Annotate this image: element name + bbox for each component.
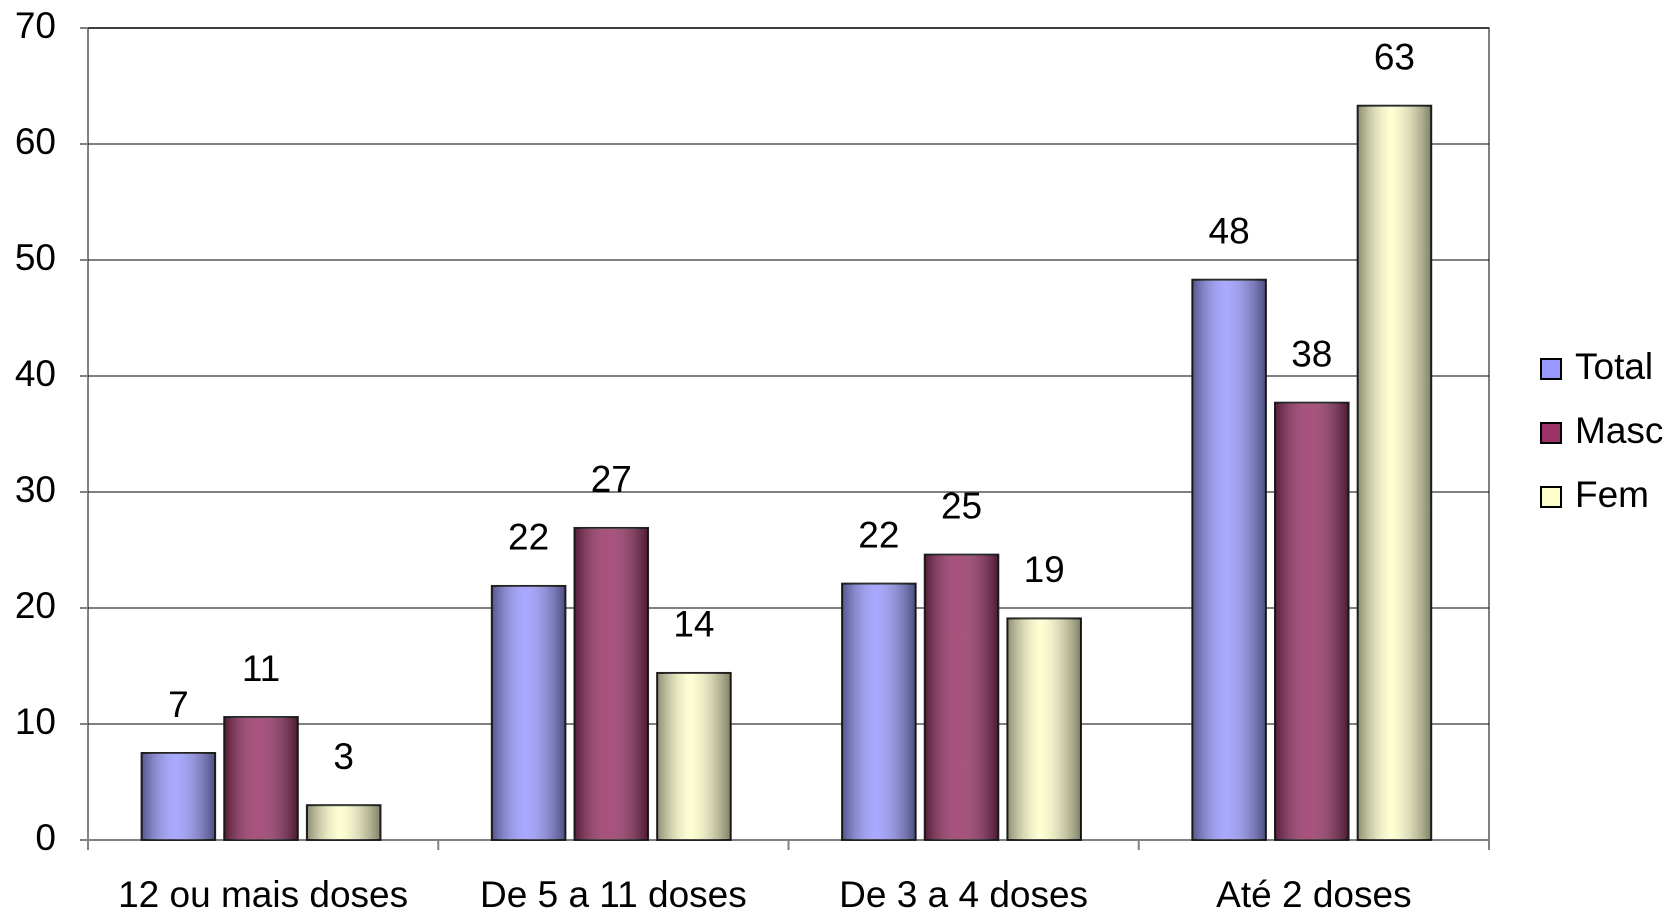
y-tick-label: 70 — [15, 5, 56, 46]
x-tick-label: Até 2 doses — [1216, 874, 1411, 912]
value-label: 3 — [333, 736, 354, 777]
bar-shade — [657, 672, 731, 840]
bar-shade — [141, 753, 216, 840]
legend-label: Fem — [1575, 474, 1649, 515]
x-tick-label: De 5 a 11 doses — [480, 874, 747, 912]
bar-shade — [842, 583, 916, 840]
legend-swatch — [1540, 358, 1562, 380]
bar-shade — [1192, 279, 1266, 841]
value-label: 22 — [508, 517, 549, 558]
value-label: 38 — [1291, 333, 1332, 374]
bar-shade — [574, 527, 649, 840]
y-tick-label: 0 — [35, 817, 56, 858]
bar-shade — [224, 717, 298, 840]
bar-shade — [491, 585, 566, 840]
y-tick-label: 10 — [15, 701, 56, 742]
value-label: 27 — [591, 459, 632, 500]
bar-shade — [306, 805, 381, 840]
bar-shade — [1274, 402, 1349, 840]
y-tick-label: 30 — [15, 469, 56, 510]
y-tick-label: 40 — [15, 353, 56, 394]
y-tick-label: 50 — [15, 237, 56, 278]
value-label: 11 — [242, 648, 280, 689]
y-tick-label: 20 — [15, 585, 56, 626]
value-label: 48 — [1209, 211, 1250, 252]
legend-label: Total — [1575, 346, 1653, 387]
value-label: 22 — [858, 514, 899, 555]
x-tick-label: De 3 a 4 doses — [839, 874, 1088, 912]
value-label: 7 — [168, 684, 189, 725]
bar-shade — [924, 554, 999, 840]
value-label: 25 — [941, 485, 982, 526]
legend-swatch — [1540, 422, 1562, 444]
bar-shade — [1357, 105, 1432, 841]
value-label: 63 — [1374, 37, 1415, 78]
value-label: 14 — [673, 604, 714, 645]
legend-label: Masc — [1575, 410, 1663, 451]
value-label: 19 — [1024, 549, 1065, 590]
bar-shade — [1007, 618, 1081, 840]
y-tick-label: 60 — [15, 121, 56, 162]
legend-swatch — [1540, 486, 1562, 508]
x-tick-label: 12 ou mais doses — [118, 874, 408, 912]
